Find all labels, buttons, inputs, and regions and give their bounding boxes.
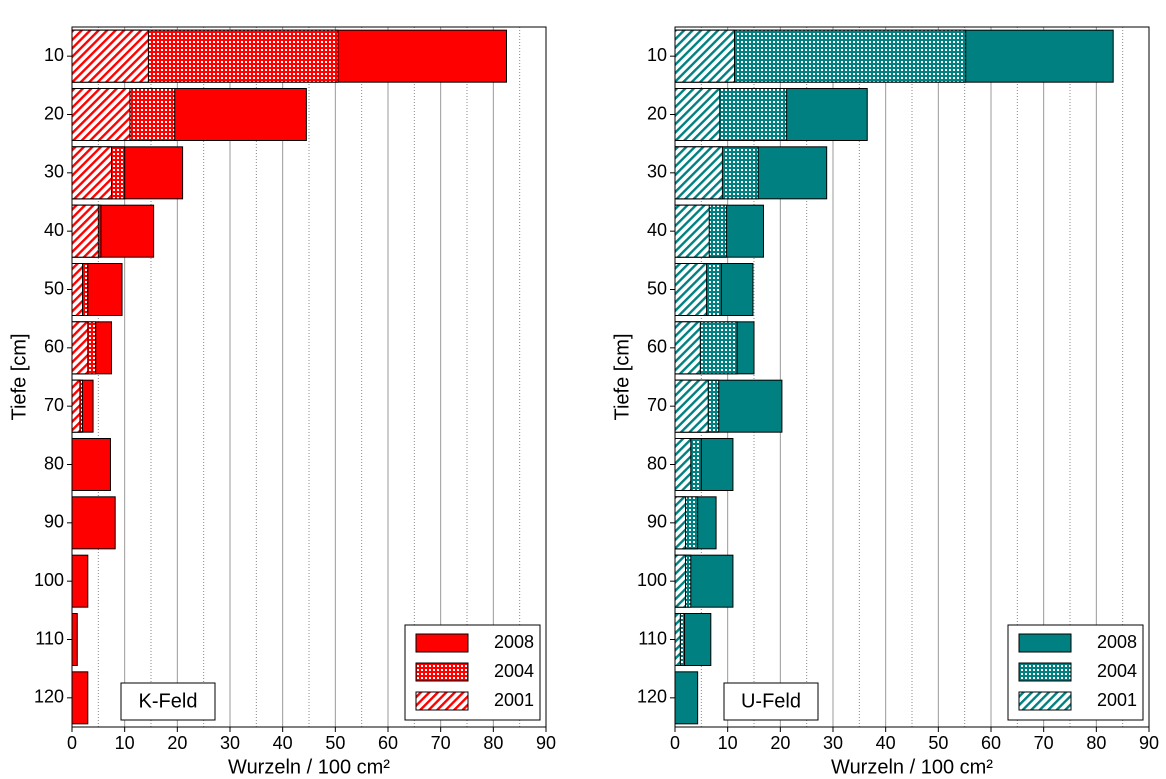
x-tick-label: 80 [1086, 733, 1106, 753]
x-tick-label: 40 [273, 733, 293, 753]
y-tick-label: 110 [35, 628, 64, 648]
x-axis-title: Wurzeln / 100 cm² [831, 756, 993, 778]
y-tick-label: 60 [647, 337, 667, 357]
bar [71, 438, 111, 491]
x-tick-label: 20 [770, 733, 790, 753]
bar [674, 146, 723, 200]
bar [71, 379, 81, 433]
x-tick-label: 90 [536, 733, 556, 753]
x-tick-label: 50 [928, 733, 948, 753]
legend-swatch [415, 691, 469, 711]
bar [71, 88, 131, 141]
bar [674, 379, 709, 433]
x-tick-label: 0 [670, 733, 680, 753]
y-tick-label: 120 [34, 687, 64, 707]
x-tick-label: 20 [167, 733, 187, 753]
x-tick-label: 50 [325, 733, 345, 753]
y-tick-label: 110 [638, 628, 667, 648]
legend-swatch [1018, 662, 1072, 682]
x-tick-label: 70 [1034, 733, 1054, 753]
bar [674, 29, 736, 83]
bar [674, 438, 692, 491]
y-tick-label: 90 [44, 512, 64, 532]
x-tick-label: 30 [823, 733, 843, 753]
x-tick-label: 80 [483, 733, 503, 753]
y-tick-label: 10 [44, 45, 64, 65]
bar [71, 29, 149, 83]
legend-label: 2004 [1097, 661, 1137, 681]
legend-label: 2008 [1097, 632, 1137, 652]
y-tick-label: 40 [647, 220, 667, 240]
legend-swatch [1018, 633, 1072, 653]
y-tick-label: 50 [647, 278, 667, 298]
legend-label: 2004 [494, 661, 534, 681]
y-tick-label: 100 [637, 570, 667, 590]
y-tick-label: 30 [44, 162, 64, 182]
x-tick-label: 60 [981, 733, 1001, 753]
x-axis-title: Wurzeln / 100 cm² [228, 756, 390, 778]
legend-label: 2001 [1097, 690, 1137, 710]
annotation: K-Feld [139, 690, 198, 712]
annotation-box [120, 682, 216, 721]
bar [674, 204, 710, 258]
bar [71, 671, 89, 725]
y-tick-label: 40 [44, 220, 64, 240]
y-tick-label: 80 [44, 453, 64, 473]
plot-frame [674, 26, 1150, 728]
bar [674, 321, 701, 375]
y-tick-label: 20 [44, 103, 64, 123]
bar [71, 613, 78, 666]
bar [71, 321, 89, 375]
plot-frame [71, 26, 547, 728]
bar [674, 88, 721, 141]
y-axis-title: Tiefe [cm] [611, 333, 633, 420]
y-tick-label: 10 [647, 45, 667, 65]
bar [71, 263, 84, 316]
y-axis-title: Tiefe [cm] [8, 333, 30, 420]
y-tick-label: 50 [44, 278, 64, 298]
y-tick-label: 60 [44, 337, 64, 357]
x-tick-label: 40 [876, 733, 896, 753]
y-tick-label: 90 [647, 512, 667, 532]
legend-label: 2008 [494, 632, 534, 652]
y-tick-label: 70 [44, 395, 64, 415]
legend-swatch [415, 662, 469, 682]
annotation: U-Feld [741, 690, 801, 712]
y-tick-label: 70 [647, 395, 667, 415]
legend-swatch [415, 633, 469, 653]
bar [71, 496, 116, 550]
y-tick-label: 30 [647, 162, 667, 182]
bar [674, 496, 687, 550]
x-tick-label: 10 [115, 733, 135, 753]
bar [674, 671, 699, 725]
y-tick-label: 80 [647, 453, 667, 473]
bar [674, 613, 681, 666]
bar [71, 204, 99, 258]
annotation-box [723, 682, 819, 721]
bar [674, 554, 687, 608]
x-tick-label: 70 [431, 733, 451, 753]
x-tick-label: 0 [67, 733, 77, 753]
y-tick-label: 120 [637, 687, 667, 707]
legend-label: 2001 [494, 690, 534, 710]
x-tick-label: 10 [718, 733, 738, 753]
y-tick-label: 100 [34, 570, 64, 590]
x-tick-label: 30 [220, 733, 240, 753]
bar [71, 146, 112, 200]
y-tick-label: 20 [647, 103, 667, 123]
x-tick-label: 60 [378, 733, 398, 753]
bar [71, 554, 89, 608]
legend-swatch [1018, 691, 1072, 711]
bar [674, 263, 708, 316]
x-tick-label: 90 [1139, 733, 1159, 753]
